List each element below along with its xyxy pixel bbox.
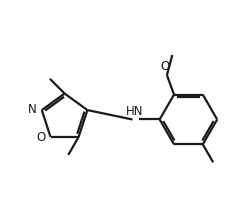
Text: O: O: [160, 60, 169, 74]
Text: HN: HN: [125, 105, 143, 118]
Text: O: O: [36, 131, 46, 144]
Text: N: N: [28, 103, 37, 116]
